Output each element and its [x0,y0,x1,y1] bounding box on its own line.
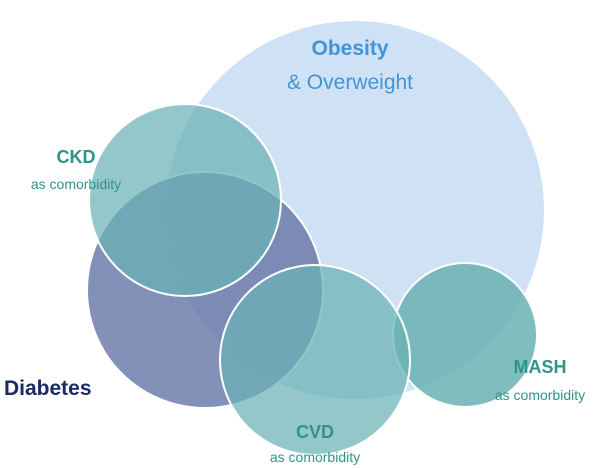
mash-subtitle: as comorbidity [494,387,586,403]
obesity-title: Obesity [311,37,389,60]
ckd-subtitle: as comorbidity [30,176,122,192]
diabetes-title: Diabetes [4,377,92,400]
cvd-circle [219,264,411,456]
mash-title: MASH [513,357,567,377]
cvd-title: CVD [295,422,334,442]
ckd-title: CKD [56,147,96,167]
ckd-circle [88,103,282,297]
mash-circle [392,262,538,408]
obesity-subtitle: & Overweight [286,71,414,94]
cvd-subtitle: as comorbidity [269,449,361,465]
